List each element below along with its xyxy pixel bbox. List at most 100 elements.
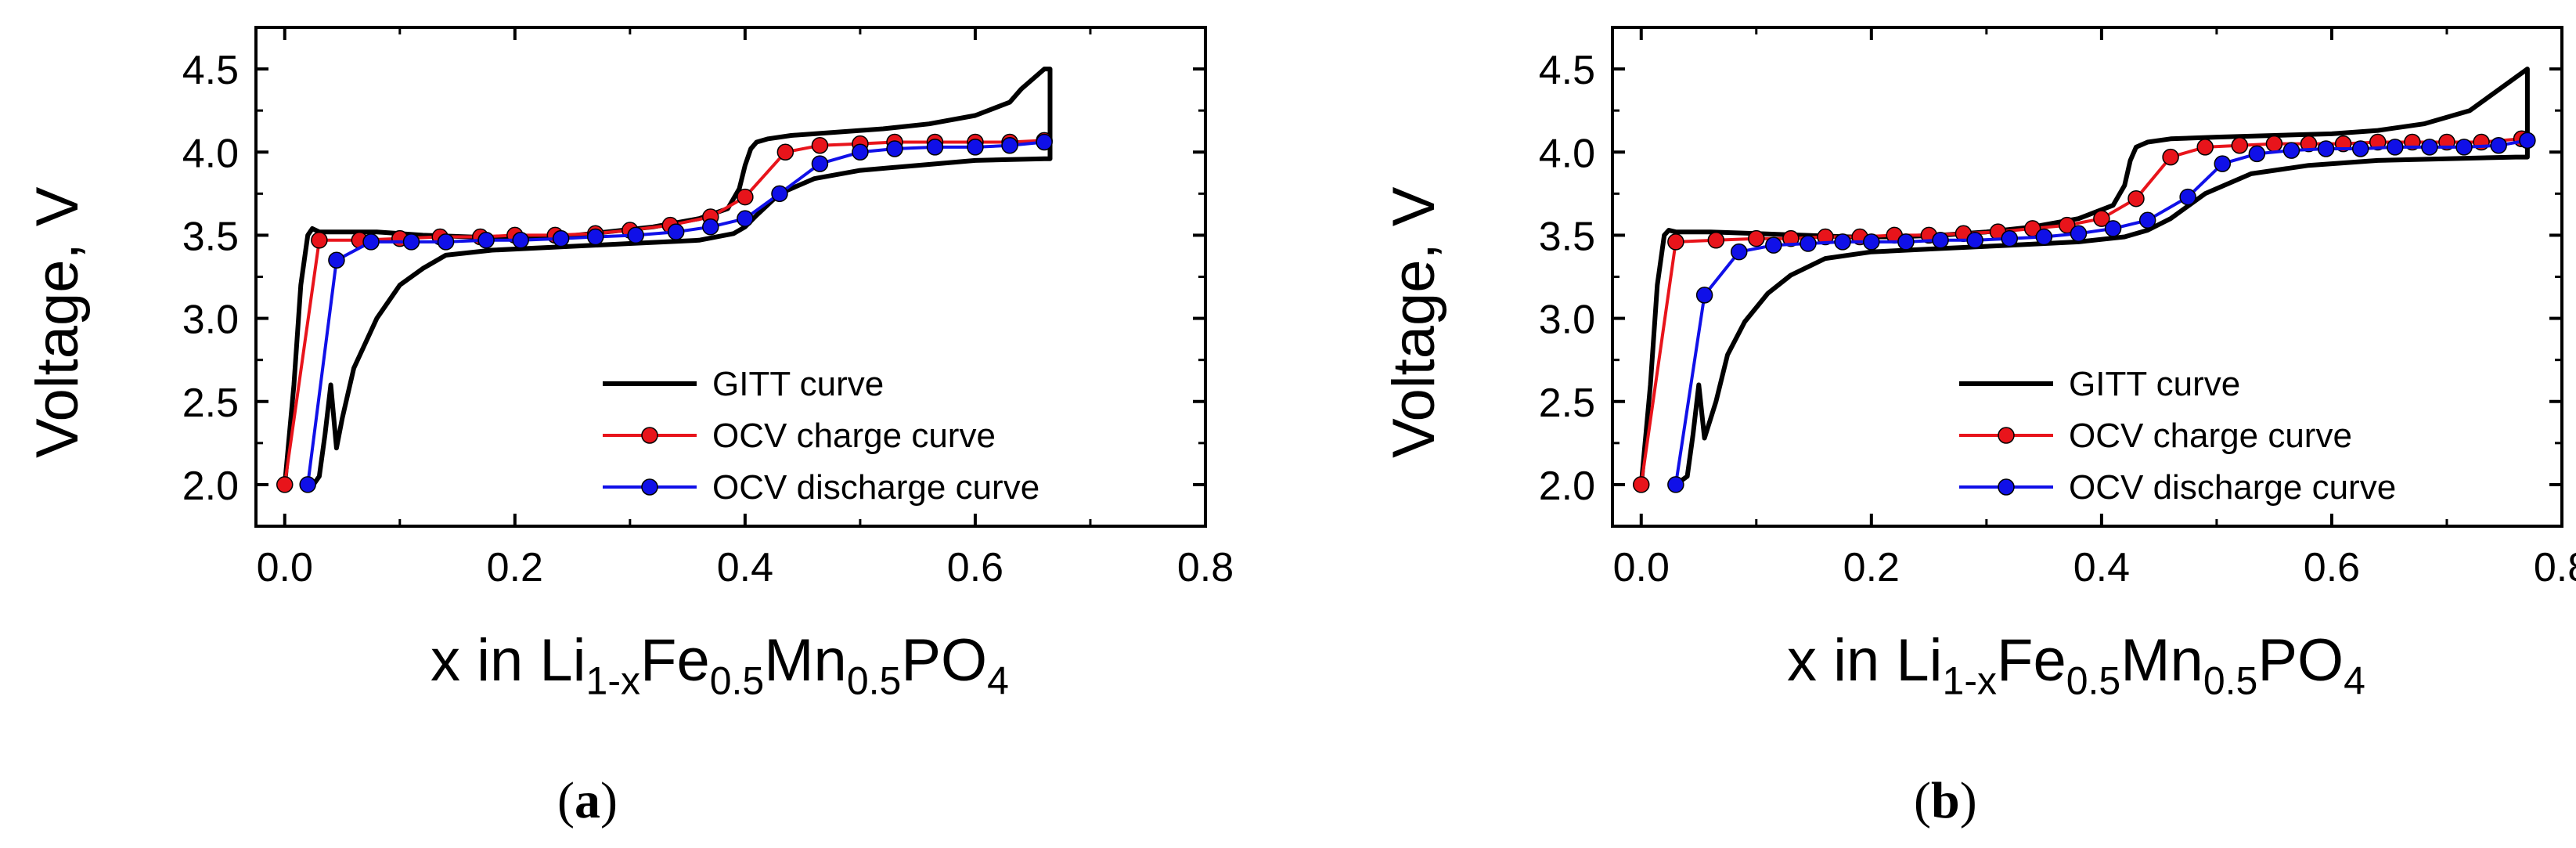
x-tick-label: 0.0 bbox=[1613, 545, 1670, 590]
ocv-discharge-curve-point bbox=[586, 228, 604, 246]
legend-marker-ocv-charge-curve bbox=[641, 427, 658, 444]
ocv-charge-curve-point bbox=[2162, 148, 2179, 166]
legend-label-ocv-discharge-curve: OCV discharge curve bbox=[2069, 468, 2396, 507]
x-tick-label: 0.6 bbox=[2304, 545, 2360, 590]
y-tick-label: 2.0 bbox=[182, 464, 239, 509]
ocv-discharge-curve-point bbox=[2317, 140, 2335, 157]
ocv-charge-curve-point bbox=[311, 232, 328, 249]
ocv-charge-curve-point bbox=[1748, 229, 1765, 247]
ocv-charge-curve-point bbox=[2265, 135, 2283, 153]
ocv-discharge-curve-point bbox=[771, 185, 788, 203]
x-axis-title: x in Li1-xFe0.5Mn0.5PO4 bbox=[1787, 627, 2365, 703]
ocv-discharge-curve-point bbox=[852, 143, 869, 161]
panel-caption: (a) bbox=[557, 772, 618, 829]
ocv-discharge-curve-point bbox=[1897, 233, 1915, 251]
ocv-discharge-curve-point bbox=[926, 139, 944, 156]
x-tick-label: 0.2 bbox=[487, 545, 543, 590]
ocv-discharge-curve-point bbox=[2490, 137, 2507, 154]
ocv-charge-curve-point bbox=[811, 137, 829, 154]
ocv-discharge-curve-point bbox=[2035, 228, 2053, 246]
ocv-discharge-curve-point bbox=[2070, 225, 2088, 243]
ocv-discharge-curve-point bbox=[667, 223, 685, 240]
ocv-discharge-curve-point bbox=[967, 139, 984, 156]
y-tick-label: 2.5 bbox=[1539, 381, 1595, 426]
y-tick-label: 3.5 bbox=[182, 214, 239, 259]
ocv-discharge-curve-point bbox=[737, 210, 754, 227]
x-tick-label: 0.2 bbox=[1843, 545, 1900, 590]
ocv-discharge-curve-point bbox=[2179, 188, 2196, 206]
ocv-discharge-curve-point bbox=[437, 233, 455, 251]
ocv-discharge-curve-point bbox=[2248, 145, 2266, 163]
legend-marker-ocv-charge-curve bbox=[1998, 427, 2015, 444]
ocv-charge-curve-point bbox=[2300, 135, 2318, 153]
ocv-charge-curve-point bbox=[1707, 232, 1725, 249]
ocv-charge-curve-point bbox=[1633, 476, 1650, 493]
ocv-discharge-curve-point bbox=[2387, 139, 2404, 156]
chart-panel-a: 0.0 0.2 0.4 0.6 0.8 2.0 2.5 3.0 3.5 4.0 4.5 GITT cu… bbox=[24, 26, 1234, 829]
ocv-charge-curve-point bbox=[776, 143, 794, 161]
ocv-discharge-curve-point bbox=[2138, 211, 2156, 229]
ocv-discharge-curve-point bbox=[1863, 233, 1880, 251]
ocv-discharge-curve-point bbox=[1695, 287, 1713, 304]
y-tick-label: 2.5 bbox=[182, 381, 239, 426]
ocv-discharge-curve-point bbox=[2214, 155, 2232, 172]
y-tick-label: 3.5 bbox=[1539, 214, 1595, 259]
ocv-discharge-curve-point bbox=[2001, 229, 2019, 247]
legend-label-gitt-curve: GITT curve bbox=[2069, 365, 2240, 403]
legend-label-ocv-discharge-curve: OCV discharge curve bbox=[712, 468, 1039, 507]
y-tick-label: 2.0 bbox=[1539, 464, 1595, 509]
ocv-charge-curve-point bbox=[2369, 133, 2387, 151]
y-tick-label: 4.0 bbox=[182, 131, 239, 176]
ocv-charge-curve-point bbox=[2196, 139, 2214, 156]
ocv-charge-curve-point bbox=[2231, 137, 2249, 154]
legend-label-ocv-charge-curve: OCV charge curve bbox=[712, 417, 996, 455]
legend-marker-ocv-discharge-curve bbox=[1998, 478, 2015, 496]
ocv-discharge-curve-point bbox=[886, 140, 903, 157]
ocv-discharge-curve-point bbox=[1667, 476, 1684, 493]
y-tick-label: 3.0 bbox=[1539, 298, 1595, 343]
x-tick-label: 0.0 bbox=[257, 545, 313, 590]
legend-label-ocv-charge-curve: OCV charge curve bbox=[2069, 417, 2352, 455]
ocv-discharge-curve-point bbox=[2421, 139, 2438, 156]
legend-label-gitt-curve: GITT curve bbox=[712, 365, 884, 403]
y-axis-title: Voltage, V bbox=[24, 186, 91, 459]
ocv-charge-curve-point bbox=[1667, 233, 1684, 251]
ocv-charge-curve-point bbox=[276, 476, 294, 493]
panel-caption: (b) bbox=[1914, 772, 1977, 829]
ocv-charge-curve-point bbox=[1782, 229, 1800, 247]
x-tick-label: 0.8 bbox=[2534, 545, 2576, 590]
ocv-discharge-curve-point bbox=[2104, 220, 2122, 237]
ocv-discharge-curve-point bbox=[512, 232, 529, 249]
ocv-charge-curve-point bbox=[2093, 210, 2110, 227]
y-tick-label: 4.5 bbox=[1539, 48, 1595, 93]
ocv-discharge-curve-point bbox=[1834, 233, 1851, 251]
ocv-discharge-curve-point bbox=[1932, 232, 1949, 249]
chart-a-svg: 0.0 0.2 0.4 0.6 0.8 2.0 2.5 3.0 3.5 4.0 4.5 GITT cu… bbox=[182, 26, 1234, 590]
chart-b-svg: 0.0 0.2 0.4 0.6 0.8 2.0 2.5 3.0 3.5 4.0 4.5 GITT cu… bbox=[1539, 26, 2576, 590]
ocv-discharge-curve-point bbox=[1765, 236, 1782, 254]
x-tick-label: 0.8 bbox=[1177, 545, 1234, 590]
y-axis-title: Voltage, V bbox=[1381, 186, 1447, 459]
x-tick-label: 0.6 bbox=[947, 545, 1003, 590]
ocv-discharge-curve-point bbox=[362, 233, 380, 251]
ocv-discharge-curve-point bbox=[2519, 132, 2536, 150]
ocv-discharge-curve-point bbox=[1800, 235, 1817, 252]
y-tick-label: 4.5 bbox=[182, 48, 239, 93]
chart-panel-b: 0.0 0.2 0.4 0.6 0.8 2.0 2.5 3.0 3.5 4.0 4.5 GITT cu… bbox=[1356, 0, 2576, 848]
y-tick-label: 4.0 bbox=[1539, 131, 1595, 176]
x-tick-label: 0.4 bbox=[717, 545, 773, 590]
x-tick-label: 0.4 bbox=[2073, 545, 2130, 590]
ocv-discharge-curve-point bbox=[1001, 137, 1018, 154]
ocv-discharge-curve-point bbox=[627, 226, 644, 244]
ocv-charge-curve-point bbox=[2059, 216, 2076, 234]
ocv-discharge-curve-point bbox=[402, 233, 420, 251]
ocv-discharge-curve-point bbox=[1730, 243, 1748, 261]
ocv-discharge-curve-point bbox=[2455, 139, 2473, 156]
ocv-discharge-curve-point bbox=[1966, 232, 1983, 249]
ocv-charge-curve-point bbox=[1817, 228, 1834, 246]
ocv-discharge-curve-point bbox=[328, 251, 345, 269]
x-axis-title: x in Li1-xFe0.5Mn0.5PO4 bbox=[431, 627, 1009, 703]
y-tick-label: 3.0 bbox=[182, 298, 239, 343]
ocv-discharge-curve-point bbox=[477, 232, 495, 249]
ocv-charge-curve-point bbox=[2127, 189, 2145, 207]
